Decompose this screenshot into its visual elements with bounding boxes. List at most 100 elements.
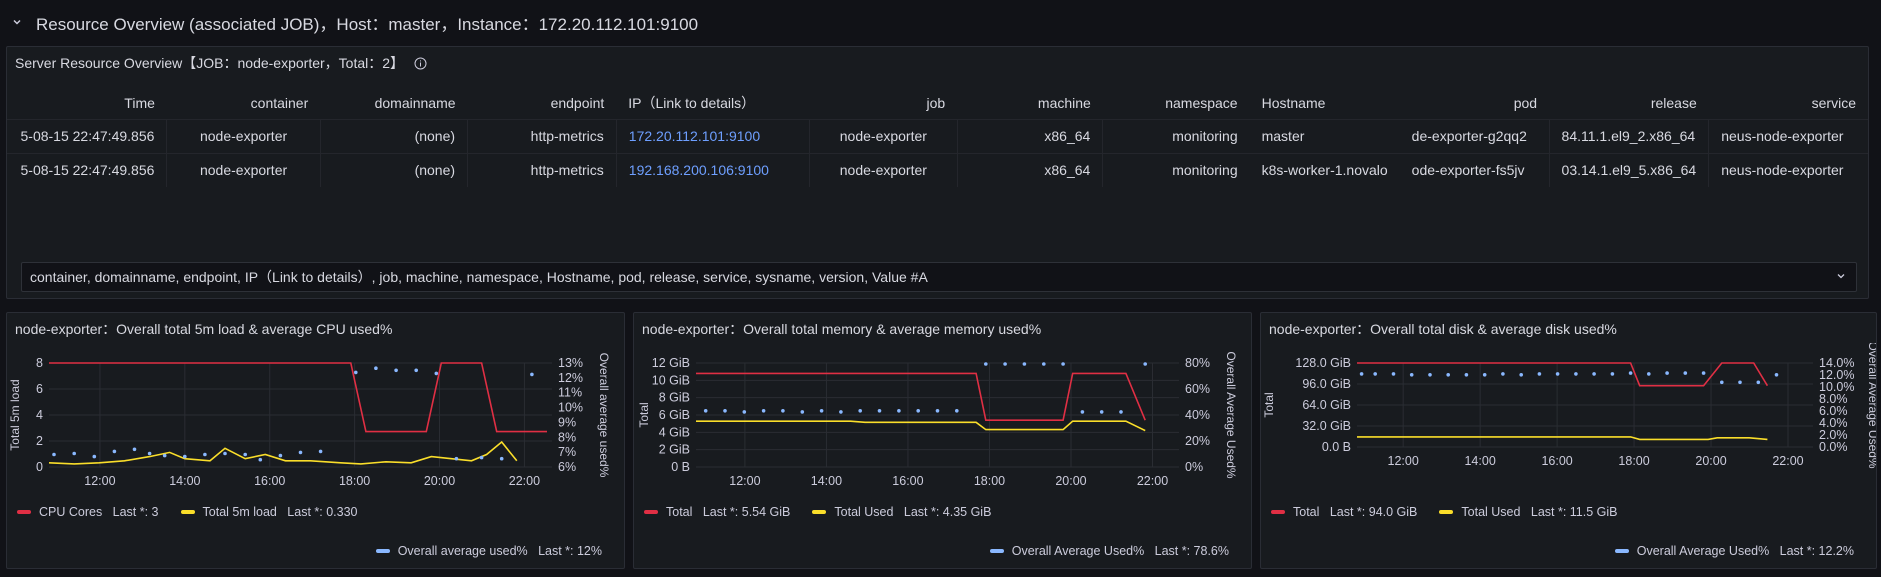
info-icon[interactable] [414,57,427,70]
legend-label[interactable]: Total Used [1461,505,1521,519]
used-percent-point [374,366,378,370]
legend-last: Last *: 11.5 GiB [1530,505,1618,519]
column-header[interactable]: namespace [1165,94,1238,111]
disk-chart-panel: node-exporter：Overall total disk & avera… [1260,312,1877,569]
used-percent-point [223,451,227,456]
used-percent-point [877,409,882,413]
column-filter-select[interactable]: container, domainname, endpoint, IP（Link… [21,262,1857,292]
x-tick-label: 12:00 [1388,454,1419,468]
column-header[interactable]: Hostname [1261,94,1326,111]
used-percent-point [1501,372,1505,376]
y-tick-label: 6 GiB [659,408,690,422]
x-tick-label: 12:00 [84,474,115,488]
used-percent-point [1628,371,1633,375]
x-tick-label: 18:00 [974,474,1005,488]
memory-total-line [696,372,1146,421]
legend-last: Last *: 94.0 GiB [1329,505,1418,519]
y2-tick-label: 13% [558,356,583,370]
memory-chart[interactable]: 0 B 2 GiB 4 GiB 6 GiB 8 GiB 10 GiB 12 GiB 0% 20%… [634,343,1251,513]
legend-label[interactable]: Overall average used% [397,544,528,558]
used-percent-point [72,451,76,456]
cpu-chart-panel: node-exporter：Overall total 5m load & av… [6,312,625,569]
y2-tick-label: 6.0% [1819,404,1848,418]
legend-label[interactable]: Total [1293,505,1320,519]
used-percent-point [1022,362,1027,366]
legend-label[interactable]: Total 5m load [202,505,277,519]
x-tick-label: 16:00 [892,474,923,488]
ip-link[interactable]: 192.168.200.106:9100 [628,162,769,179]
table-row: 5-08-15 22:47:49.856 node-exporter (none… [7,118,1868,153]
x-tick-label: 20:00 [1055,474,1086,488]
legend-swatch [180,510,195,514]
used-percent-point [132,447,137,452]
chart-legend-secondary: Overall average used% Last *: 12% [375,544,602,558]
y2-tick-label: 12.0% [1819,368,1854,382]
column-header[interactable]: service [1811,94,1856,111]
used-percent-point [1683,371,1688,375]
y2-tick-label: 60% [1185,382,1210,396]
used-percent-point [897,409,901,413]
legend-label[interactable]: Overall Average Used% [1636,544,1770,558]
chevron-down-icon[interactable] [1836,271,1846,281]
chart-title: node-exporter：Overall total 5m load & av… [15,321,393,337]
used-percent-point [479,455,484,460]
column-header[interactable]: machine [1037,94,1091,111]
y2-tick-label: 0.0% [1819,440,1848,454]
legend-label[interactable]: Total [666,505,693,519]
column-header[interactable]: Time [124,94,155,111]
used-percent-point [394,368,398,373]
y2-tick-label: 8% [558,430,576,444]
column-header[interactable]: release [1650,94,1697,111]
y2-tick-label: 4.0% [1819,416,1848,430]
cell-namespace: monitoring [1102,118,1250,153]
table-header-row: Time container domainname endpoint IP（Li… [7,87,1868,119]
cpu-chart[interactable]: 0 2 4 6 8 6%7%8%9%10%11%12%13% 12:00 14:00 16:00… [7,343,624,513]
legend-last: Last *: 12% [538,544,602,558]
used-percent-point [1446,373,1450,377]
used-percent-point [203,452,207,457]
y2-tick-label: 80% [1185,356,1210,370]
used-percent-point [1665,371,1669,375]
y-axis-label: Total 5m load [8,379,22,450]
x-tick-label: 16:00 [254,474,285,488]
used-percent-point [1359,372,1364,376]
used-percent-point [278,453,283,458]
row-header[interactable]: Resource Overview (associated JOB)，Host：… [0,0,1881,44]
column-header[interactable]: container [250,94,309,111]
used-percent-point [147,451,152,456]
disk-chart[interactable]: 0.0 B 32.0 GiB 64.0 GiB 96.0 GiB 128.0 GiB 0.… [1261,343,1876,513]
legend-swatch [1439,510,1454,514]
cell-ip: 172.20.112.101:9100 [616,118,811,153]
row-title: Resource Overview (associated JOB)，Host：… [36,14,699,34]
chevron-down-icon[interactable] [12,17,26,27]
column-header[interactable]: job [926,94,946,111]
column-header[interactable]: pod [1513,94,1538,111]
x-tick-label: 12:00 [729,474,760,488]
chart-legend: Total Last *: 5.54 GiB Total Used Last *… [644,505,991,519]
cell-release: 84.11.1.el9_2.x86_64 [1549,118,1710,153]
y-tick-label: 0.0 B [1322,440,1351,454]
y2-tick-label: 10.0% [1819,380,1854,394]
used-percent-point [414,368,419,373]
used-percent-point [530,372,534,377]
legend-label[interactable]: CPU Cores [39,505,103,519]
chart-title: node-exporter：Overall total memory & ave… [642,321,1042,337]
used-percent-point [1592,372,1596,376]
used-percent-point [955,409,959,413]
legend-label[interactable]: Overall Average Used% [1011,544,1145,558]
used-percent-point [258,457,263,462]
y-tick-label: 0 [36,460,43,474]
y2-axis-label: Overall Average Used% [1866,343,1876,469]
used-percent-point [298,450,303,455]
column-header[interactable]: IP（Link to details） [628,94,756,111]
legend-label[interactable]: Total Used [834,505,894,519]
used-percent-point [742,410,747,414]
ip-link[interactable]: 172.20.112.101:9100 [628,128,761,144]
used-percent-point [454,456,459,461]
used-percent-point [839,410,843,414]
used-percent-point [162,453,167,458]
column-header[interactable]: domainname [374,94,456,111]
column-header[interactable]: endpoint [550,94,605,111]
y-tick-label: 4 [36,408,43,422]
y-tick-label: 10 GiB [652,373,690,387]
